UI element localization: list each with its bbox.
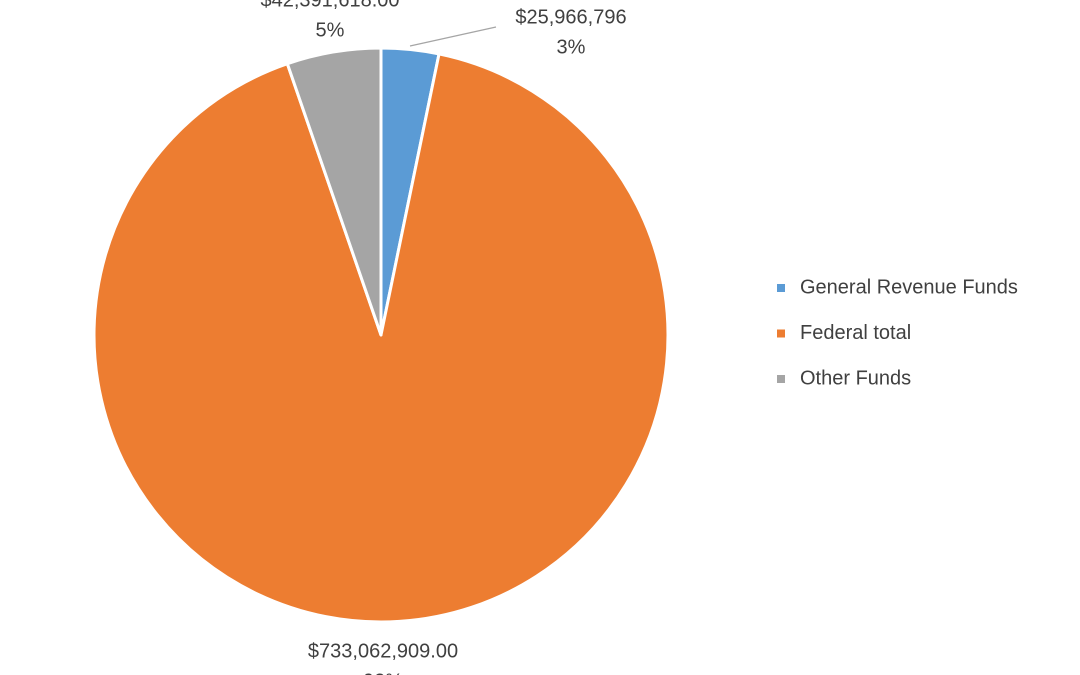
- legend-swatch: [777, 284, 785, 292]
- percent-label: 3%: [557, 36, 586, 58]
- legend-swatch: [777, 329, 785, 338]
- legend-label: Federal total: [800, 322, 911, 344]
- legend-label: General Revenue Funds: [800, 276, 1018, 298]
- percent-label: 92%: [363, 670, 403, 675]
- legend-swatch: [777, 375, 785, 383]
- legend-label: Other Funds: [800, 367, 911, 389]
- value-label: $25,966,796: [515, 6, 626, 28]
- pie-slice: [92, 52, 670, 624]
- pie-slice: [285, 46, 383, 337]
- value-label: $42,391,618.00: [260, 0, 399, 11]
- value-label: $733,062,909.00: [308, 640, 458, 662]
- percent-label: 5%: [316, 19, 345, 41]
- leader-line: [409, 26, 497, 47]
